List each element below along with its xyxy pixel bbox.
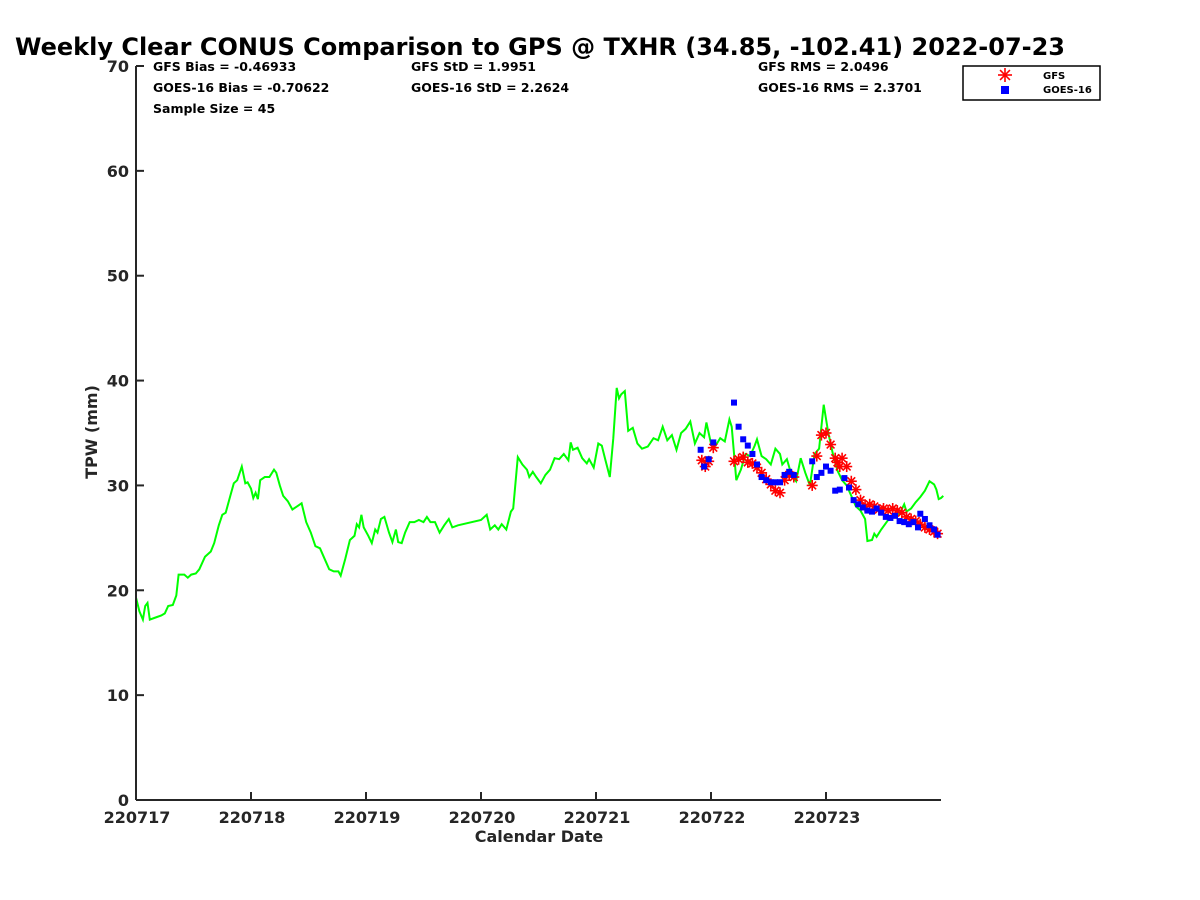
sample-size-text: Sample Size = 45	[153, 101, 275, 116]
legend: GFS GOES-16	[962, 65, 1101, 101]
goes16-point	[926, 522, 933, 529]
y-axis-label: TPW (mm)	[82, 385, 101, 479]
axes: 0 10 20 30 40 50 60 70 220717 220718 220719 220720 2…	[104, 57, 941, 827]
goes16-point	[710, 439, 717, 446]
goes16-point	[823, 463, 829, 470]
gfs-point	[820, 427, 832, 439]
goes16-point	[705, 456, 712, 463]
goes16-point	[827, 467, 834, 474]
goes16-point	[758, 474, 765, 481]
y-tick-label: 60	[107, 162, 129, 181]
y-tick-label: 70	[107, 57, 129, 76]
x-tick-label: 220717	[104, 808, 171, 827]
goes-rms-text: GOES-16 RMS = 2.3701	[758, 80, 922, 95]
gfs-point	[850, 484, 862, 496]
goes16-point	[809, 458, 816, 465]
x-tick-label: 220723	[794, 808, 861, 827]
goes16-point	[786, 468, 793, 475]
gfs-point	[806, 479, 818, 491]
stats-block: GFS Bias = -0.46933 GOES-16 Bias = -0.70…	[153, 59, 922, 116]
y-tick-label: 10	[107, 686, 129, 705]
goes16-point	[917, 510, 924, 517]
goes16-point	[744, 442, 751, 449]
goes16-point	[892, 512, 898, 519]
x-tick-label: 220721	[564, 808, 631, 827]
gps-tpw-line	[135, 387, 944, 624]
goes16-point	[873, 505, 880, 512]
goes16-point	[735, 423, 742, 430]
goes16-point	[921, 515, 928, 522]
goes16-point	[850, 497, 857, 504]
gfs-bias-text: GFS Bias = -0.46933	[153, 59, 296, 74]
legend-gfs-label: GFS	[1043, 71, 1065, 82]
goes-bias-text: GOES-16 Bias = -0.70622	[153, 80, 329, 95]
gfs-point	[774, 487, 786, 499]
goes16-point	[813, 474, 820, 481]
goes16-point	[934, 531, 941, 538]
legend-gfs-marker	[998, 68, 1012, 82]
goes16-point	[859, 504, 866, 511]
y-tick-label: 30	[107, 476, 129, 495]
goes16-point	[931, 526, 938, 533]
gfs-point	[836, 452, 848, 464]
goes16-point	[697, 446, 704, 453]
goes16-point	[740, 436, 747, 443]
goes-std-text: GOES-16 StD = 2.2624	[411, 80, 569, 95]
x-tick-label: 220719	[334, 808, 401, 827]
x-tick-label: 220720	[449, 808, 516, 827]
goes16-point	[841, 475, 848, 482]
goes16-point	[864, 507, 871, 514]
legend-goes-label: GOES-16	[1043, 85, 1092, 96]
x-axis-label: Calendar Date	[475, 827, 604, 846]
goes16-point	[836, 486, 843, 493]
goes16-point	[882, 513, 889, 520]
legend-box	[962, 65, 1101, 101]
goes16-point	[781, 471, 788, 478]
goes16-point	[855, 501, 862, 508]
plot-area	[135, 387, 944, 624]
chart-title: Weekly Clear CONUS Comparison to GPS @ T…	[15, 33, 1065, 61]
goes16-point	[905, 521, 912, 528]
goes16-point	[701, 463, 708, 470]
gfs-point	[887, 502, 899, 514]
y-tick-label: 20	[107, 581, 129, 600]
gfs-point	[769, 485, 781, 497]
goes16-point	[896, 518, 903, 525]
goes16-point	[749, 450, 756, 457]
goes16-point	[763, 477, 770, 484]
goes16-point	[818, 469, 825, 476]
x-tick-label: 220718	[219, 808, 286, 827]
goes16-point	[754, 461, 760, 468]
x-tick-label: 220722	[679, 808, 746, 827]
gfs-std-text: GFS StD = 1.9951	[411, 59, 536, 74]
goes16-point	[915, 524, 921, 531]
y-tick-label: 0	[118, 791, 129, 810]
goes16-point	[846, 484, 852, 491]
goes16-point	[790, 471, 797, 478]
goes16-point	[910, 519, 917, 526]
gfs-point	[841, 461, 853, 473]
y-tick-label: 50	[107, 267, 129, 286]
goes16-point	[878, 509, 885, 516]
goes16-point	[901, 519, 908, 526]
goes16-point	[731, 399, 737, 406]
legend-goes-marker	[1001, 86, 1009, 94]
gfs-point	[825, 439, 837, 451]
goes16-point	[832, 487, 839, 494]
goes16-point	[777, 479, 783, 486]
goes16-point	[869, 508, 875, 515]
goes16-point	[887, 514, 894, 521]
goes16-point	[772, 479, 779, 486]
y-tick-label: 40	[107, 372, 129, 391]
goes16-point	[767, 479, 774, 486]
gfs-rms-text: GFS RMS = 2.0496	[758, 59, 889, 74]
